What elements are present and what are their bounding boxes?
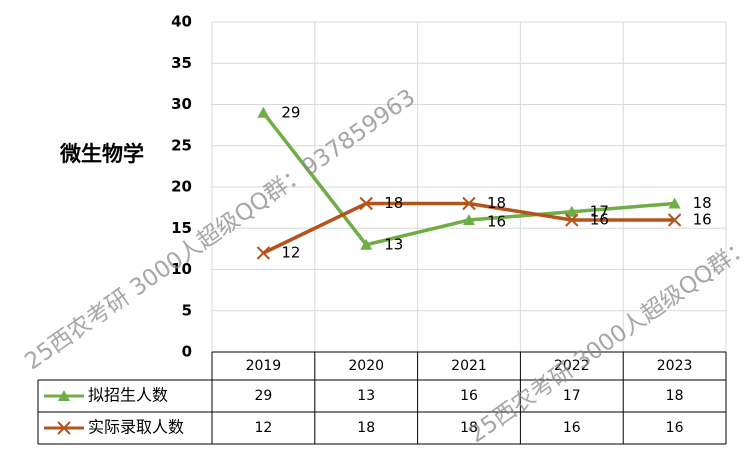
marker <box>57 421 71 435</box>
table-cell: 18 <box>666 388 684 404</box>
marker <box>463 214 475 225</box>
y-tick-label: 35 <box>171 54 192 72</box>
table-cell: 16 <box>666 420 684 436</box>
legend-label: 实际录取人数 <box>88 418 184 437</box>
data-label: 16 <box>487 213 506 231</box>
y-tick-label: 0 <box>182 343 192 361</box>
y-tick-label: 10 <box>171 260 192 278</box>
x-tick-label: 2022 <box>554 358 590 374</box>
table-cell: 18 <box>357 420 375 436</box>
chart-title: 微生物学 <box>59 142 144 166</box>
x-tick-label: 2023 <box>657 358 693 374</box>
y-tick-label: 5 <box>182 301 192 319</box>
marker <box>58 390 70 401</box>
marker <box>565 205 578 217</box>
marker <box>462 196 476 211</box>
table-cell: 17 <box>563 388 581 404</box>
table-cell: 18 <box>460 420 478 436</box>
x-tick-label: 2020 <box>348 358 384 374</box>
y-tick-label: 25 <box>171 136 192 154</box>
marker <box>359 196 373 211</box>
legend-label: 拟招生人数 <box>88 386 168 405</box>
data-label: 18 <box>487 194 506 212</box>
marker <box>257 106 270 118</box>
marker <box>565 213 579 227</box>
marker <box>668 197 681 209</box>
marker <box>256 246 271 260</box>
data-label: 12 <box>281 244 300 262</box>
data-label: 29 <box>281 103 300 121</box>
y-tick-label: 20 <box>171 178 192 196</box>
y-tick-label: 30 <box>171 95 192 113</box>
y-tick-label: 15 <box>171 219 192 237</box>
marker <box>667 213 682 227</box>
y-tick-label: 40 <box>171 13 192 31</box>
data-label: 16 <box>693 211 712 229</box>
data-label: 13 <box>384 235 403 253</box>
table-cell: 16 <box>460 388 478 404</box>
data-label: 18 <box>693 194 712 212</box>
x-tick-label: 2019 <box>246 358 282 374</box>
data-label: 18 <box>384 194 403 212</box>
x-tick-label: 2021 <box>451 358 487 374</box>
table-cell: 12 <box>254 420 272 436</box>
table-cell: 16 <box>563 420 581 436</box>
data-label: 17 <box>590 202 609 220</box>
marker <box>360 238 373 250</box>
data-label: 16 <box>590 211 609 229</box>
table-cell: 13 <box>357 388 375 404</box>
table-cell: 29 <box>254 388 272 404</box>
